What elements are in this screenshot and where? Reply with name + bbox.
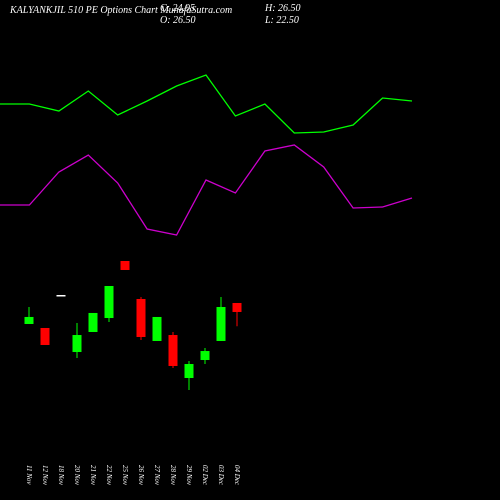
x-tick-label: 25 Nov xyxy=(121,465,129,486)
x-tick-label: 12 Nov xyxy=(41,465,49,486)
candle-body xyxy=(88,312,98,332)
x-tick-label: 02 Dec xyxy=(201,465,209,486)
x-tick-label: 28 Nov xyxy=(169,465,177,486)
indicator-line xyxy=(0,74,413,134)
x-tick-label: 18 Nov xyxy=(57,465,65,486)
low-label: L: 22.50 xyxy=(264,15,299,26)
candle-body xyxy=(168,335,178,366)
close-label: C: 24.95 xyxy=(160,3,195,14)
x-tick-label: 26 Nov xyxy=(137,465,145,486)
x-tick-label: 22 Nov xyxy=(105,465,113,486)
candle-body xyxy=(216,306,226,341)
candle-body xyxy=(104,285,114,319)
open-label: O: 26.50 xyxy=(160,15,196,26)
x-tick-label: 20 Nov xyxy=(73,465,81,486)
candle-body xyxy=(200,351,210,361)
x-tick-label: 27 Nov xyxy=(153,465,161,486)
high-label: H: 26.50 xyxy=(264,3,301,14)
candle-body xyxy=(136,298,146,337)
candle-body xyxy=(24,316,34,324)
x-tick-label: 04 Dec xyxy=(233,465,241,486)
x-tick-label: 03 Dec xyxy=(217,465,225,486)
candle-body xyxy=(184,364,194,378)
chart-title: KALYANKJIL 510 PE Options Chart MunafaSu… xyxy=(9,5,232,16)
x-tick-label: 11 Nov xyxy=(25,465,33,485)
candle-body xyxy=(120,261,130,270)
x-tick-label: 21 Nov xyxy=(89,465,97,486)
candle-body xyxy=(40,327,50,345)
candle-body xyxy=(152,316,162,341)
candle-body xyxy=(72,335,82,353)
x-tick-label: 29 Nov xyxy=(185,465,193,486)
candle-body xyxy=(56,294,66,297)
indicator-line xyxy=(0,144,413,236)
candle-body xyxy=(232,302,242,312)
